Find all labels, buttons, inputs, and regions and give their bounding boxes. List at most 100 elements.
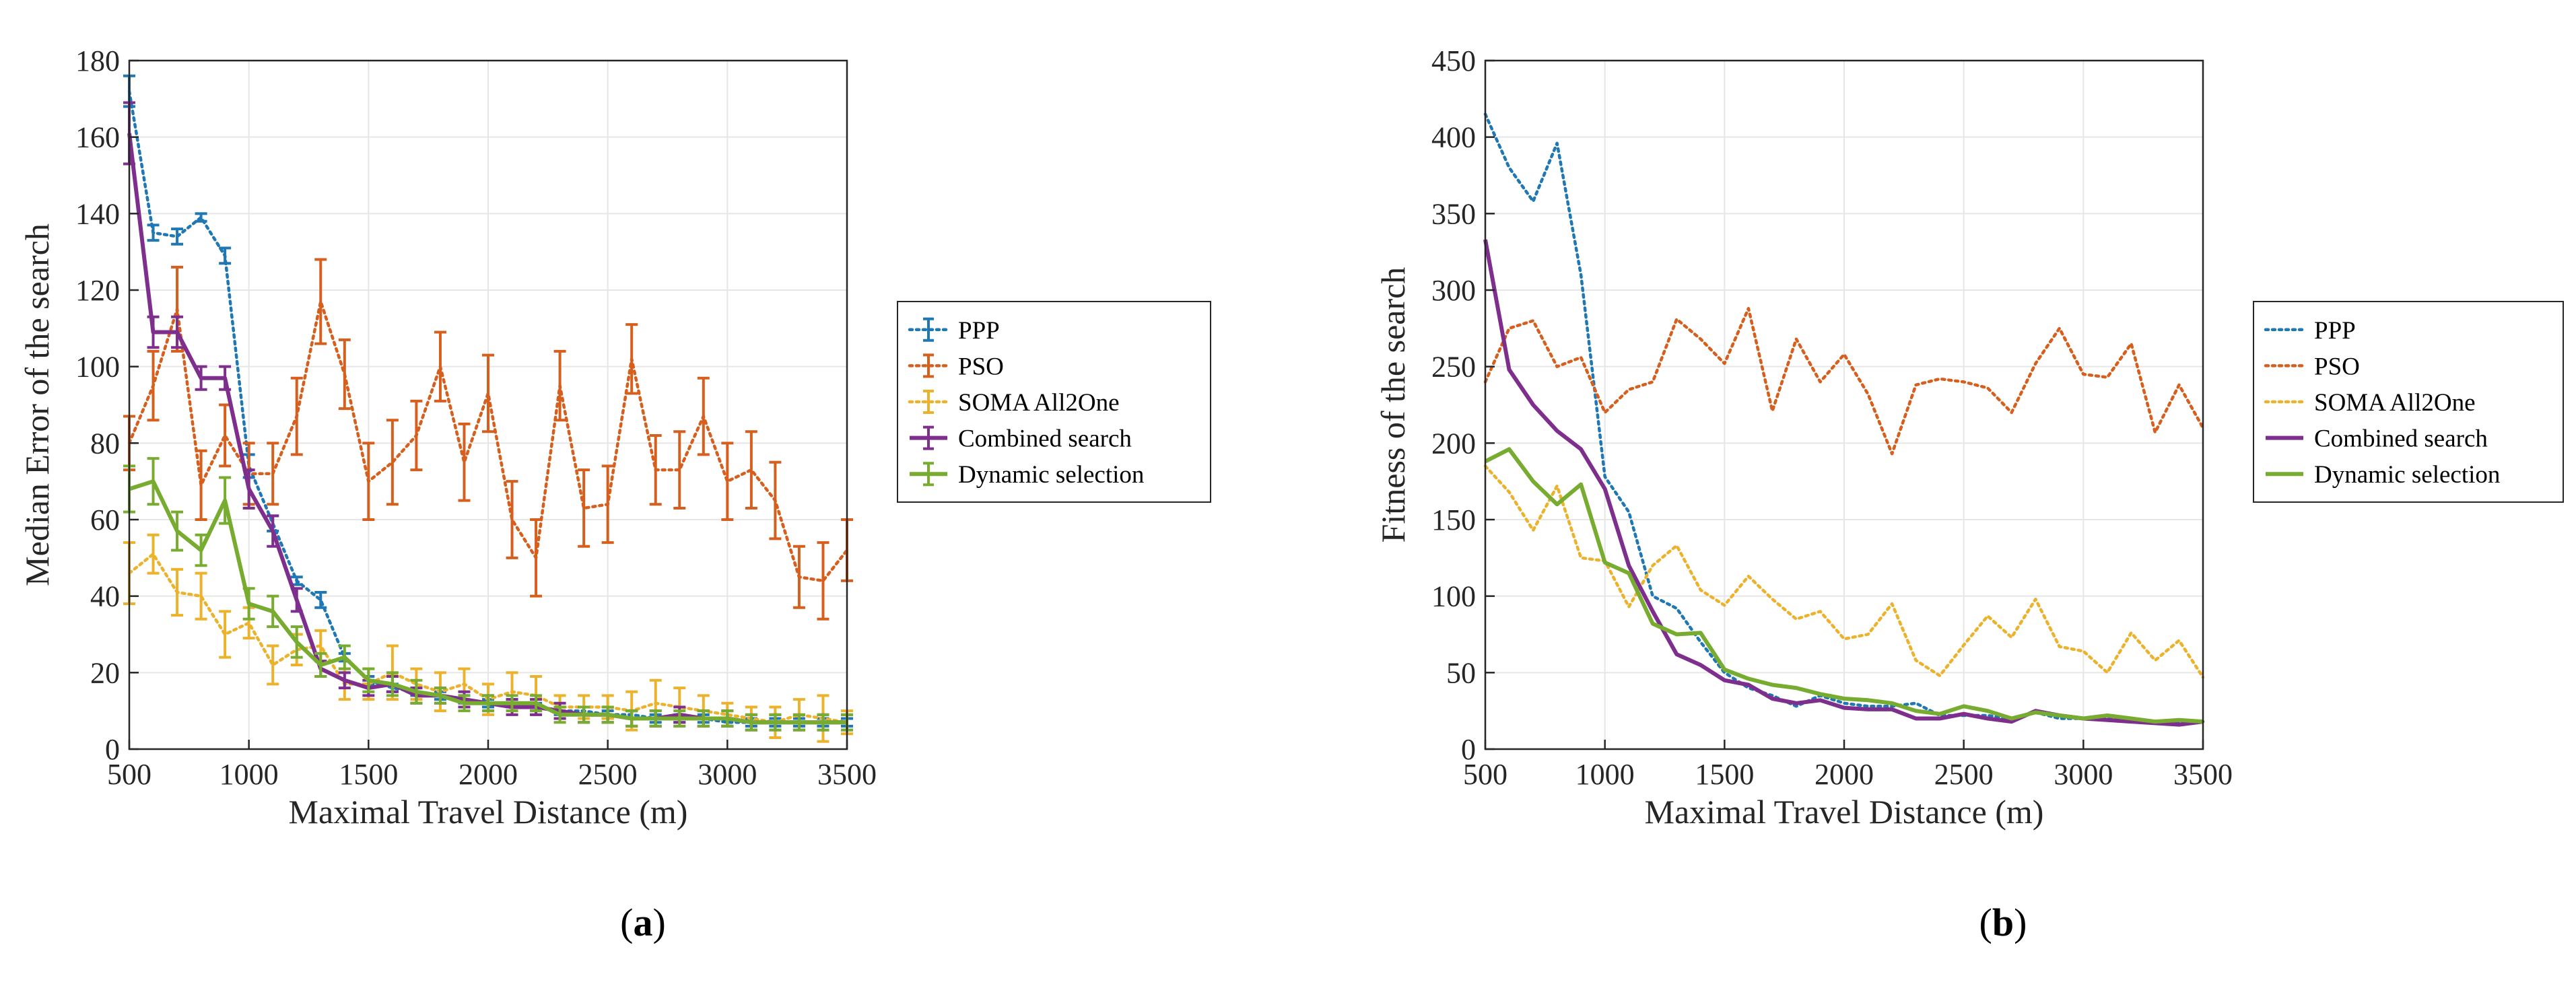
chart-b: 500 1000 1500 2000 2500 3000 3500 0 50 100 150 200 2… [1374,44,2564,831]
chart-a-errorbar-pso [553,349,566,422]
chart-a-errorbar-dynamic-selection [219,476,232,525]
chart-b-ytick-label: 250 [1431,351,1476,384]
chart-a-errorbar-dynamic-selection [338,644,351,670]
chart-b-line-pso [1483,307,2205,456]
chart-a-errorbar-combined-search [338,671,351,690]
chart-a-ytick-label: 180 [75,44,120,77]
chart-a-errorbar-combined-search [242,468,255,510]
chart-a-errorbar-pso [697,376,710,456]
chart-a-errorbar-pso [434,330,446,402]
chart-a-errorbar-dynamic-selection [314,652,327,678]
chart-a-errorbar-dynamic-selection [649,709,662,728]
chart-a-errorbar-combined-search [195,365,207,391]
chart-a-errorbar-pso [290,376,303,456]
chart-b-series-pso [1483,307,2205,456]
chart-b-legend-label-pso: PSO [2314,353,2360,380]
chart-a-errorbar-pso [482,353,494,433]
chart-b-ytick-label: 50 [1446,656,1476,689]
chart-b-xtick-label: 3000 [2054,758,2113,791]
chart-a-errorbar-ppp [147,223,160,242]
chart-b-xtick-label: 1000 [1575,758,1635,791]
chart-a-errorbar-dynamic-selection [673,709,686,728]
chart-a-errorbar-dynamic-selection [147,457,160,506]
chart-a-errorbar-pso [721,442,734,521]
chart-a-errorbar-dynamic-selection [290,625,303,659]
chart-b-ytick-label: 350 [1431,197,1476,230]
chart-a-legend-errorbar-pso [923,353,934,378]
chart-b-legend: PPP PSO SOMA All2One Combined search Dynamic… [2253,301,2564,503]
chart-a-errorbar-ppp [195,212,207,223]
chart-a-errorbar-dynamic-selection [530,694,543,713]
chart-b-xlabel: Maximal Travel Distance (m) [1645,793,2044,831]
chart-a-errorbar-pso [195,449,207,521]
chart-b-xtick-label: 1500 [1695,758,1754,791]
chart-a-errorbar-ppp [219,246,232,265]
chart-a-errorbar-dynamic-selection [769,713,782,732]
chart-b-legend-label-combined-search: Combined search [2314,425,2488,453]
chart-a-errorbar-soma-all2one [267,644,279,686]
chart-a-xtick-label: 3000 [698,758,757,791]
chart-a-errorbar-pso [362,442,375,521]
chart-b-line-dynamic-selection [1484,447,2204,724]
chart-b-ytick-label: 300 [1431,274,1476,307]
chart-a-xtick-label: 3500 [817,758,877,791]
chart-b-ytick-label: 150 [1431,503,1476,536]
chart-a-errorbar-pso [506,480,518,559]
chart-a-errorbar-dynamic-selection [792,713,805,732]
chart-a-errorbar-pso [458,422,471,502]
chart-a-errorbar-dynamic-selection [506,694,518,713]
chart-a-errorbar-dynamic-selection [434,687,446,705]
chart-a-errorbar-dynamic-selection [817,713,829,732]
chart-b-legend-label-ppp: PPP [2314,317,2356,345]
chart-a-legend-label-ppp: PPP [958,317,1000,345]
chart-a-errorbar-ppp [171,227,184,246]
chart-b-xtick-label: 500 [1463,758,1507,791]
chart-a-errorbar-soma-all2one [147,533,160,575]
chart-a-ylabel: Median Error of the search [18,223,56,586]
chart-a-errorbar-ppp [314,590,327,609]
chart-a-errorbar-pso [649,433,662,506]
chart-b-legend-label-soma-all2one: SOMA All2One [2314,389,2476,417]
chart-a-xtick-label: 500 [107,758,151,791]
chart-a-errorbar-dynamic-selection [578,705,590,724]
chart-b-ytick-label: 450 [1431,44,1476,77]
chart-a-ytick-label: 120 [75,274,120,307]
chart-a-errorbar-soma-all2one [195,571,207,621]
panel-label-a: (a) [620,901,666,944]
chart-a-xlabel: Maximal Travel Distance (m) [289,793,688,831]
chart-a-errorbar-pso [147,349,160,422]
chart-a-errorbar-dynamic-selection [745,713,757,732]
chart-a-ytick-label: 100 [75,351,120,384]
chart-a-errorbar-dynamic-selection [482,694,494,713]
chart-a-errorbar-dynamic-selection [458,694,471,713]
chart-a-legend-label-soma-all2one: SOMA All2One [958,389,1120,417]
chart-a-errorbar-dynamic-selection [410,678,423,705]
chart-a-ytick-label: 160 [75,121,120,154]
chart-a-ytick-label: 20 [90,656,120,689]
chart-a-errorbar-dynamic-selection [171,510,184,552]
chart-a-ytick-label: 40 [90,580,120,613]
chart-a-legend-errorbar-ppp [923,317,934,342]
chart-a-errorbar-pso [745,430,757,510]
chart-b-xtick-label: 2500 [1934,758,1994,791]
chart-a-errorbar-dynamic-selection [267,594,279,629]
chart-a-errorbar-dynamic-selection [195,533,207,567]
chart-b-ytick-label: 0 [1461,733,1476,766]
chart-a-errorbar-pso [578,468,590,548]
chart-a-legend: PPP PSO SOMA All2One Combined search Dynamic… [897,301,1211,503]
chart-a-legend-errorbar-combined-search [923,425,934,450]
chart-a-legend-label-pso: PSO [958,353,1004,380]
chart-b-series-dynamic-selection [1484,447,2204,724]
chart-a-errorbar-dynamic-selection [697,709,710,728]
chart-a-legend-errorbar-soma-all2one [923,390,934,414]
chart-a-errorbar-pso [673,430,686,510]
chart-a-errorbar-dynamic-selection [721,709,734,728]
chart-a-errorbar-soma-all2one [171,567,184,617]
chart-b-legend-box [2253,301,2564,503]
chart-a-legend-label-combined-search: Combined search [958,425,1132,453]
chart-a-errorbar-pso [530,518,543,598]
chart-b-ytick-label: 100 [1431,580,1476,613]
chart-a-xtick-label: 1500 [339,758,398,791]
chart-b-xtick-label: 3500 [2173,758,2233,791]
